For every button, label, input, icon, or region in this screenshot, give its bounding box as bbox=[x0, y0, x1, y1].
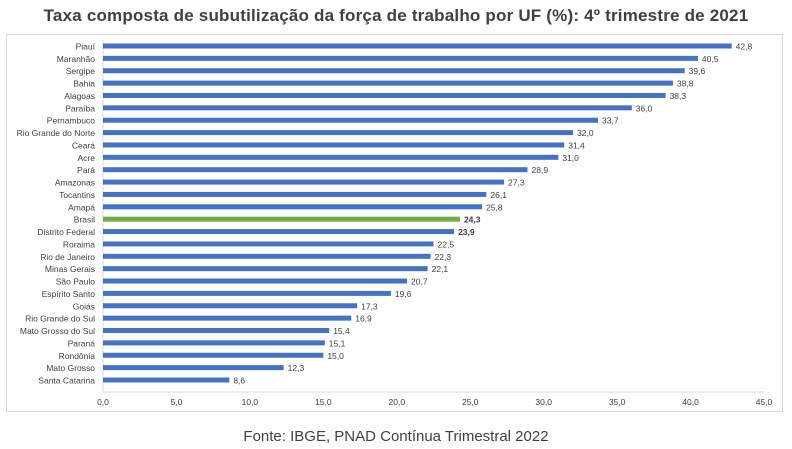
x-tick-label: 10,0 bbox=[242, 397, 259, 407]
data-label: 31,0 bbox=[562, 153, 579, 163]
category-label: Ceará bbox=[72, 140, 95, 150]
bar bbox=[103, 55, 698, 61]
bar bbox=[103, 117, 599, 123]
data-label: 8,6 bbox=[233, 375, 245, 385]
category-label: Roraima bbox=[63, 239, 95, 249]
category-label: Pernambuco bbox=[47, 116, 95, 126]
data-label: 15,1 bbox=[329, 338, 346, 348]
source-note: Fonte: IBGE, PNAD Contínua Trimestral 20… bbox=[243, 428, 549, 445]
category-label: Piauí bbox=[76, 42, 96, 52]
bar bbox=[103, 290, 391, 296]
category-label: Distrito Federal bbox=[37, 227, 95, 237]
category-label: Maranhão bbox=[57, 54, 96, 64]
bar bbox=[103, 191, 487, 197]
category-label: Mato Grosso do Sul bbox=[20, 326, 95, 336]
bar bbox=[103, 142, 565, 148]
category-label: Espírito Santo bbox=[42, 289, 96, 299]
data-label: 26,1 bbox=[490, 190, 507, 200]
data-label: 19,6 bbox=[395, 289, 412, 299]
category-label: Tocantins bbox=[59, 190, 95, 200]
x-tick-label: 5,0 bbox=[171, 397, 183, 407]
x-tick-label: 40,0 bbox=[682, 397, 699, 407]
data-label: 38,3 bbox=[670, 91, 687, 101]
category-label: Santa Catarina bbox=[38, 375, 95, 385]
data-label: 25,8 bbox=[486, 202, 503, 212]
x-tick-label: 30,0 bbox=[535, 397, 552, 407]
data-label: 22,1 bbox=[432, 264, 449, 274]
bar bbox=[103, 352, 324, 358]
bar bbox=[103, 92, 666, 98]
data-label: 27,3 bbox=[508, 178, 525, 188]
data-label: 39,6 bbox=[689, 66, 706, 76]
bar bbox=[103, 278, 408, 284]
category-label: Amazonas bbox=[55, 178, 95, 188]
data-label: 42,8 bbox=[736, 42, 753, 52]
x-tick-label: 20,0 bbox=[389, 397, 406, 407]
category-label: Paraíba bbox=[65, 103, 95, 113]
bar bbox=[103, 216, 460, 222]
data-label: 33,7 bbox=[602, 116, 619, 126]
category-label: Paraná bbox=[68, 338, 96, 348]
category-label: Minas Gerais bbox=[45, 264, 95, 274]
data-label: 32,0 bbox=[577, 128, 594, 138]
bar bbox=[103, 241, 434, 247]
bar bbox=[103, 68, 685, 74]
bar bbox=[103, 154, 559, 160]
bar bbox=[103, 43, 732, 49]
x-tick-label: 0,0 bbox=[97, 397, 109, 407]
category-label: Acre bbox=[78, 153, 96, 163]
data-label: 22,3 bbox=[435, 252, 452, 262]
x-tick-label: 15,0 bbox=[315, 397, 332, 407]
bar bbox=[103, 266, 428, 272]
bar bbox=[103, 105, 632, 111]
category-label: Pará bbox=[77, 165, 95, 175]
chart-title: Taxa composta de subutilização da força … bbox=[43, 6, 749, 25]
data-label: 31,4 bbox=[568, 140, 585, 150]
bar bbox=[103, 365, 284, 371]
data-label: 22,5 bbox=[438, 239, 455, 249]
data-label: 28,9 bbox=[532, 165, 549, 175]
bar bbox=[103, 340, 325, 346]
category-label: São Paulo bbox=[56, 277, 95, 287]
bar bbox=[103, 315, 352, 321]
x-tick-label: 25,0 bbox=[462, 397, 479, 407]
x-tick-label: 45,0 bbox=[756, 397, 773, 407]
category-label: Amapá bbox=[68, 202, 95, 212]
category-label: Alagoas bbox=[64, 91, 95, 101]
category-label: Bahia bbox=[73, 79, 95, 89]
data-label: 15,4 bbox=[333, 326, 350, 336]
category-label: Brasil bbox=[74, 215, 95, 225]
data-label: 40,5 bbox=[702, 54, 719, 64]
bar bbox=[103, 253, 431, 259]
chart-frame bbox=[6, 34, 783, 412]
category-label: Rio Grande do Sul bbox=[25, 314, 95, 324]
data-label: 36,0 bbox=[636, 103, 653, 113]
category-label: Sergipe bbox=[66, 66, 96, 76]
x-tick-label: 35,0 bbox=[609, 397, 626, 407]
category-label: Rondônia bbox=[59, 351, 96, 361]
data-label: 16,9 bbox=[355, 314, 372, 324]
bar bbox=[103, 229, 455, 235]
data-label: 23,9 bbox=[458, 227, 475, 237]
data-label: 24,3 bbox=[464, 215, 481, 225]
category-label: Mato Grosso bbox=[46, 363, 95, 373]
bar bbox=[103, 328, 330, 334]
data-label: 15,0 bbox=[327, 351, 344, 361]
data-label: 38,8 bbox=[677, 79, 694, 89]
category-label: Rio Grande do Norte bbox=[17, 128, 96, 138]
bar bbox=[103, 179, 505, 185]
bar bbox=[103, 303, 358, 309]
bar bbox=[103, 204, 482, 210]
bar bbox=[103, 80, 673, 86]
data-label: 12,3 bbox=[288, 363, 305, 373]
data-label: 20,7 bbox=[411, 277, 428, 287]
data-label: 17,3 bbox=[361, 301, 378, 311]
category-label: Goiás bbox=[73, 301, 95, 311]
bar bbox=[103, 167, 528, 173]
category-label: Rio de Janeiro bbox=[40, 252, 95, 262]
bar bbox=[103, 377, 230, 383]
bar bbox=[103, 130, 574, 136]
